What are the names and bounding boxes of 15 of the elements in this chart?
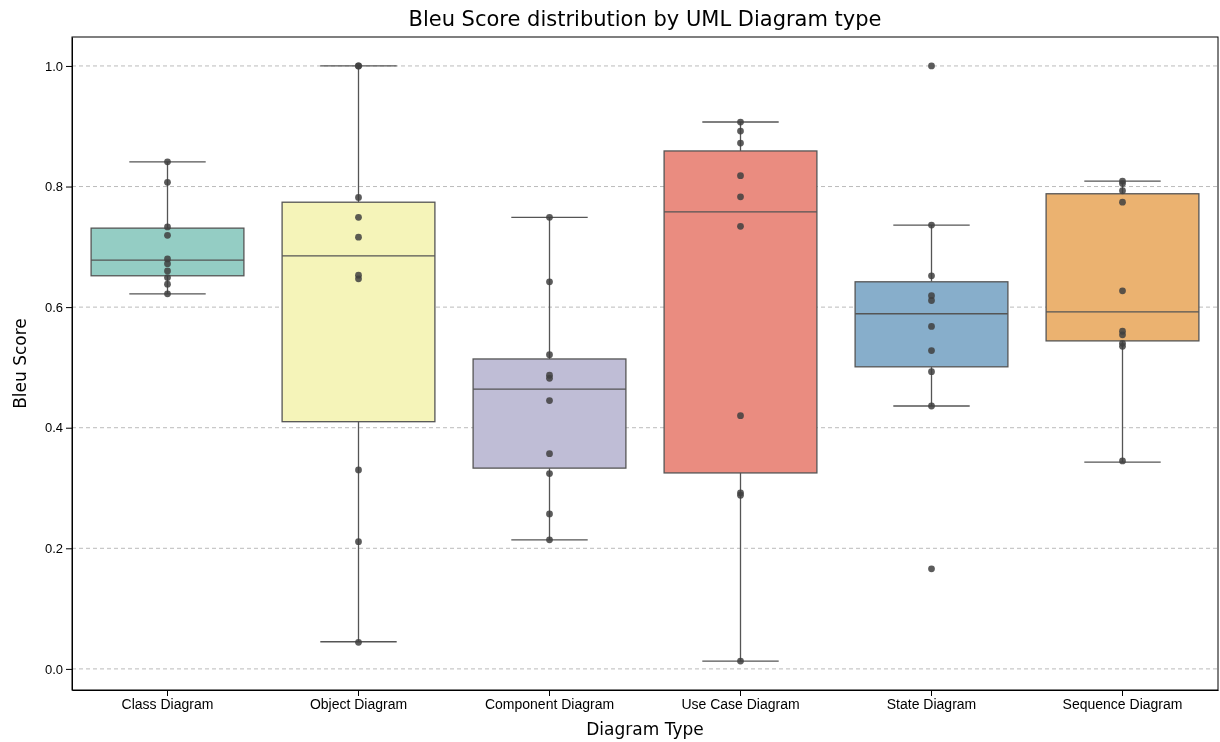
x-tick-label: Use Case Diagram (681, 695, 800, 712)
x-tick-label: Object Diagram (309, 695, 408, 712)
y-tick-label: 0.6 (44, 299, 63, 315)
x-axis-title: Diagram Type (586, 719, 704, 739)
x-tick-label: State Diagram (886, 695, 977, 712)
y-tick-label: 0.2 (44, 540, 63, 556)
chart-title: Bleu Score distribution by UML Diagram type (408, 7, 882, 31)
x-tick-label: Sequence Diagram (1062, 695, 1183, 712)
y-tick-label: 1.0 (44, 58, 63, 74)
y-axis-title: Bleu Score (10, 318, 30, 409)
y-tick-label: 0.8 (44, 179, 63, 195)
x-tick-label: Class Diagram (121, 695, 214, 712)
y-tick-label: 0.0 (44, 661, 63, 677)
y-tick-label: 0.4 (44, 420, 63, 436)
x-tick-label: Component Diagram (484, 695, 615, 712)
